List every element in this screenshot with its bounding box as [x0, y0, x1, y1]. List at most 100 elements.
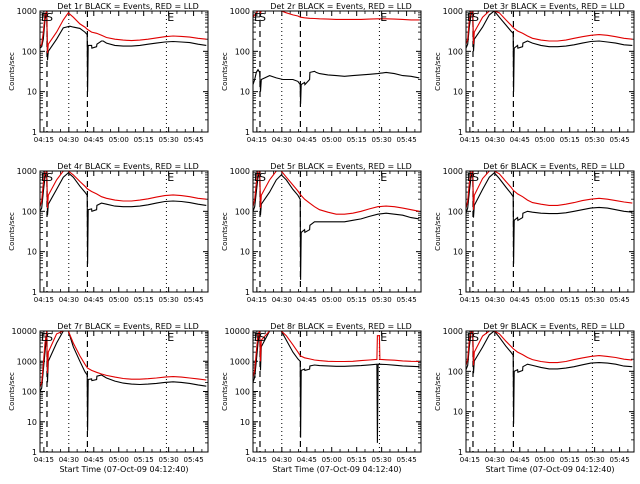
- x-tick-label: 04:30: [59, 296, 79, 304]
- x-axis-label: Start Time (07-Oct-09 04:12:40): [485, 465, 614, 474]
- y-tick-label: 1000: [17, 7, 37, 16]
- x-tick-label: 04:30: [485, 136, 505, 144]
- series-events-line: [40, 171, 207, 264]
- y-tick-label: 1000: [230, 7, 250, 16]
- marker-letter: E: [467, 331, 474, 344]
- x-tick-label: 04:45: [510, 136, 530, 144]
- y-tick-label: 10: [453, 88, 463, 97]
- x-tick-label: 05:00: [322, 136, 342, 144]
- x-tick-label: 04:45: [297, 296, 317, 304]
- x-tick-label: 05:00: [109, 456, 129, 464]
- marker-letter: E: [254, 171, 261, 184]
- y-tick-label: 100: [448, 207, 463, 216]
- x-tick-label: 05:15: [134, 136, 154, 144]
- x-tick-label: 04:15: [247, 296, 267, 304]
- x-tick-label: 05:30: [159, 296, 179, 304]
- y-tick-label: 1000: [17, 167, 37, 176]
- x-tick-label: 05:00: [109, 136, 129, 144]
- x-tick-label: 05:45: [396, 456, 416, 464]
- x-tick-label: 04:45: [84, 456, 104, 464]
- y-tick-label: 10000: [12, 327, 37, 336]
- y-tick-label: 1: [458, 288, 463, 297]
- y-tick-label: 1000: [443, 327, 463, 336]
- marker-letter: E: [380, 171, 387, 184]
- panel-det-1r: Det 1r BLACK = Events, RED = LLD Counts/s…: [8, 2, 209, 144]
- series-lld-line: [466, 11, 633, 45]
- x-axis-label: Start Time (07-Oct-09 04:12:40): [272, 465, 401, 474]
- panel-title: Det 4r BLACK = Events, RED = LLD: [57, 162, 199, 171]
- y-tick-label: 1000: [443, 167, 463, 176]
- x-tick-label: 04:15: [34, 136, 54, 144]
- x-tick-label: 04:45: [84, 136, 104, 144]
- x-tick-label: 05:00: [322, 296, 342, 304]
- y-tick-label: 10: [240, 248, 250, 257]
- x-tick-label: 05:45: [609, 296, 629, 304]
- x-tick-label: 05:15: [560, 456, 580, 464]
- x-tick-label: 05:00: [322, 456, 342, 464]
- series-lld-line: [40, 171, 207, 209]
- series-lld-line: [466, 171, 633, 210]
- y-axis-label: Counts/sec: [8, 212, 16, 251]
- y-tick-label: 1000: [230, 167, 250, 176]
- plot-frame: [39, 10, 209, 133]
- x-tick-label: 05:15: [347, 296, 367, 304]
- x-tick-label: 04:30: [485, 456, 505, 464]
- x-tick-label: 05:45: [183, 296, 203, 304]
- marker-letter: E: [41, 331, 48, 344]
- y-axis-label: Counts/sec: [434, 372, 442, 411]
- x-tick-label: 05:00: [535, 136, 555, 144]
- y-axis-label: Counts/sec: [221, 372, 229, 411]
- y-axis-label: Counts/sec: [221, 52, 229, 91]
- y-axis-label: Counts/sec: [434, 52, 442, 91]
- series-lld-line: [253, 11, 420, 21]
- x-tick-label: 05:30: [372, 296, 392, 304]
- panel-title: Det 8r BLACK = Events, RED = LLD: [270, 322, 412, 331]
- y-axis-label: Counts/sec: [221, 212, 229, 251]
- marker-letter: E: [593, 331, 600, 344]
- x-tick-label: 04:30: [59, 456, 79, 464]
- x-tick-label: 05:30: [159, 136, 179, 144]
- x-tick-label: 05:45: [609, 136, 629, 144]
- x-tick-label: 04:30: [59, 136, 79, 144]
- y-tick-label: 10: [27, 248, 37, 257]
- x-tick-label: 04:45: [297, 136, 317, 144]
- x-tick-label: 04:45: [510, 456, 530, 464]
- y-tick-label: 100: [235, 47, 250, 56]
- x-tick-label: 04:15: [460, 136, 480, 144]
- plot-frame: [39, 170, 209, 293]
- marker-letter: E: [41, 11, 48, 24]
- panel-det-4r: Det 4r BLACK = Events, RED = LLD Counts/s…: [8, 162, 209, 304]
- marker-letter: E: [254, 331, 261, 344]
- y-tick-label: 100: [22, 207, 37, 216]
- x-tick-label: 05:15: [134, 456, 154, 464]
- marker-letter: S: [472, 11, 479, 24]
- y-tick-label: 100: [235, 207, 250, 216]
- y-axis-label: Counts/sec: [8, 52, 16, 91]
- series-events-line: [466, 11, 633, 92]
- plot-frame: [252, 330, 422, 453]
- marker-letter: E: [380, 331, 387, 344]
- y-tick-label: 100: [448, 367, 463, 376]
- x-tick-label: 04:30: [485, 296, 505, 304]
- marker-letter: S: [472, 331, 479, 344]
- y-tick-label: 1: [32, 128, 37, 137]
- x-tick-label: 04:30: [272, 136, 292, 144]
- y-tick-label: 10: [27, 418, 37, 427]
- marker-letter: E: [380, 11, 387, 24]
- series-events-line: [253, 331, 420, 443]
- panel-title: Det 1r BLACK = Events, RED = LLD: [57, 2, 199, 11]
- y-tick-label: 10: [453, 408, 463, 417]
- x-tick-label: 05:30: [585, 456, 605, 464]
- panel-title: Det 7r BLACK = Events, RED = LLD: [57, 322, 199, 331]
- plot-frame: [252, 170, 422, 293]
- plot-frame: [465, 330, 635, 453]
- y-tick-label: 1: [245, 448, 250, 457]
- x-tick-label: 05:30: [585, 296, 605, 304]
- x-tick-label: 05:30: [159, 456, 179, 464]
- y-tick-label: 100: [22, 388, 37, 397]
- y-tick-label: 1: [32, 288, 37, 297]
- x-tick-label: 05:00: [109, 296, 129, 304]
- x-tick-label: 05:45: [396, 136, 416, 144]
